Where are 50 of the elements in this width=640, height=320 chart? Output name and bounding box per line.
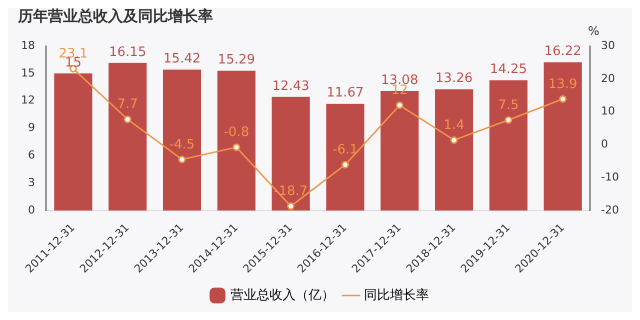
bar: [108, 62, 147, 210]
point: [178, 156, 186, 164]
y-tick-label: 9: [28, 121, 35, 134]
data-label: 7.7: [117, 97, 138, 112]
point: [232, 144, 240, 152]
data-label: 13.9: [548, 76, 578, 92]
point: [396, 101, 404, 109]
point: [287, 202, 295, 210]
y-tick-label: 3: [28, 176, 35, 189]
y-tick-label: 15: [20, 66, 35, 80]
bar: [434, 89, 474, 210]
y2-tick-label: -10: [601, 170, 619, 184]
legend-label: 同比增长率: [364, 286, 429, 303]
legend-label: 营业总收入（亿）: [230, 288, 334, 303]
point: [559, 95, 567, 103]
data-label: 1.4: [444, 118, 464, 133]
data-label: -4.5: [169, 137, 195, 152]
y-tick-label: 12: [20, 94, 35, 107]
data-label: 12.43: [272, 78, 310, 94]
data-label: -0.8: [224, 125, 250, 140]
data-label: 11.67: [326, 86, 364, 101]
data-label: 16.15: [108, 44, 146, 60]
point: [341, 160, 349, 168]
bar: [272, 96, 310, 210]
bar: [54, 73, 92, 210]
data-label: 15.42: [163, 51, 201, 66]
bar: [162, 70, 202, 210]
y-tick-label: 18: [20, 38, 35, 52]
y-tick-label: 6: [28, 148, 35, 162]
y2-tick-label: -20: [601, 203, 619, 216]
bar: [217, 70, 256, 210]
chart-title: 历年营业总收入及同比增长率: [17, 6, 213, 25]
data-label: 7.5: [498, 98, 519, 113]
y2-tick-label: 10: [601, 104, 616, 118]
y2-tick-label: 0: [601, 138, 608, 151]
point: [450, 136, 458, 144]
data-label: 15.29: [218, 52, 256, 68]
bar: [489, 80, 528, 210]
data-label: 13.26: [435, 71, 473, 86]
y2-tick-label: 30: [601, 38, 616, 52]
point: [504, 116, 512, 124]
y2-axis-title: %: [588, 24, 600, 38]
data-label: -6.1: [332, 142, 358, 158]
bar: [544, 62, 582, 210]
data-label: 14.25: [490, 62, 528, 78]
point: [124, 116, 132, 124]
y2-tick-label: 20: [601, 72, 616, 85]
data-label: 16.22: [544, 44, 582, 60]
y-tick-label: 0: [28, 203, 35, 216]
bar: [326, 104, 364, 210]
